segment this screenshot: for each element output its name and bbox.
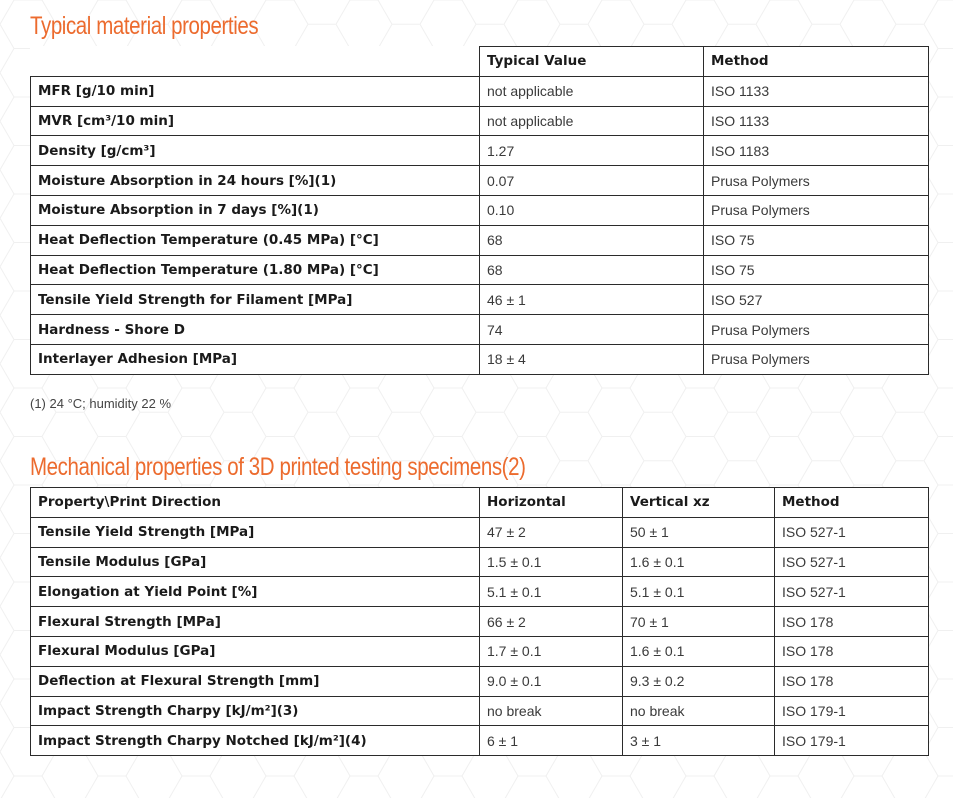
horizontal-value-cell: no break [479,695,623,727]
table-header-row: Property\Print Direction Horizontal Vert… [30,487,929,518]
property-cell: Tensile Yield Strength for Filament [MPa… [30,284,480,316]
section-title-mechanical-properties: Mechanical properties of 3D printed test… [30,453,526,481]
property-cell: Flexural Modulus [GPa] [30,635,480,667]
property-cell: Moisture Absorption in 7 days [%](1) [30,194,480,226]
table-row: MFR [g/10 min] not applicable ISO 1133 [30,75,929,107]
table-row: Heat Deflection Temperature (1.80 MPa) [… [30,254,929,286]
vertical-value-cell: 3 ± 1 [622,725,775,757]
table-row: Moisture Absorption in 7 days [%](1) 0.10… [30,194,929,226]
header-cell-vertical-xz: Vertical xz [622,487,775,518]
mechanical-properties-table: Property\Print Direction Horizontal Vert… [30,487,929,757]
method-cell: Prusa Polymers [703,343,929,375]
table-row: Density [g/cm³] 1.27 ISO 1183 [30,135,929,167]
method-cell: ISO 75 [703,254,929,286]
method-cell: ISO 179-1 [774,725,929,757]
method-cell: ISO 178 [774,606,929,637]
horizontal-value-cell: 66 ± 2 [479,606,623,637]
property-cell: Interlayer Adhesion [MPa] [30,343,480,375]
method-cell: ISO 1133 [703,75,929,107]
property-cell: Impact Strength Charpy Notched [kJ/m²](4… [30,725,480,757]
typical-value-cell: 0.10 [479,194,704,226]
typical-value-cell: 68 [479,254,704,286]
property-cell: Density [g/cm³] [30,135,480,167]
method-cell: ISO 75 [703,224,929,256]
table-row: Flexural Strength [MPa] 66 ± 2 70 ± 1 ISO 1… [30,606,929,637]
table-row: Hardness - Shore D 74 Prusa Polymers [30,314,929,345]
table-header-row: Typical Value Method [30,46,929,77]
header-cell-blank [30,46,480,77]
property-cell: Heat Deflection Temperature (1.80 MPa) [… [30,254,480,286]
material-properties-table: Typical Value Method MFR [g/10 min] not a… [30,46,929,375]
typical-value-cell: 0.07 [479,165,704,196]
method-cell: ISO 179-1 [774,695,929,727]
vertical-value-cell: 5.1 ± 0.1 [622,576,775,608]
horizontal-value-cell: 9.0 ± 0.1 [479,665,623,697]
property-cell: Tensile Yield Strength [MPa] [30,516,480,548]
table-row: Tensile Yield Strength for Filament [MPa… [30,284,929,316]
table-row: Flexural Modulus [GPa] 1.7 ± 0.1 1.6 ± 0.1… [30,635,929,667]
footnote-humidity: (1) 24 °C; humidity 22 % [30,396,172,411]
method-cell: ISO 527 [703,284,929,316]
table-row: MVR [cm³/10 min] not applicable ISO 1133 [30,105,929,137]
table-row: Moisture Absorption in 24 hours [%](1) 0.… [30,165,929,196]
property-cell: Elongation at Yield Point [%] [30,576,480,608]
typical-value-cell: 1.27 [479,135,704,167]
vertical-value-cell: 1.6 ± 0.1 [622,635,775,667]
vertical-value-cell: 50 ± 1 [622,516,775,548]
horizontal-value-cell: 1.5 ± 0.1 [479,546,623,578]
method-cell: ISO 178 [774,635,929,667]
horizontal-value-cell: 5.1 ± 0.1 [479,576,623,608]
table-row: Tensile Yield Strength [MPa] 47 ± 2 50 ± 1… [30,516,929,548]
typical-value-cell: not applicable [479,105,704,137]
table-row: Impact Strength Charpy [kJ/m²](3) no brea… [30,695,929,727]
vertical-value-cell: 1.6 ± 0.1 [622,546,775,578]
method-cell: Prusa Polymers [703,165,929,196]
property-cell: Flexural Strength [MPa] [30,606,480,637]
method-cell: Prusa Polymers [703,194,929,226]
table-row: Elongation at Yield Point [%] 5.1 ± 0.1 5.… [30,576,929,608]
typical-value-cell: 46 ± 1 [479,284,704,316]
table-row: Deflection at Flexural Strength [mm] 9.0 … [30,665,929,697]
header-cell-property-direction: Property\Print Direction [30,487,480,518]
typical-value-cell: 18 ± 4 [479,343,704,375]
method-cell: Prusa Polymers [703,314,929,345]
method-cell: ISO 1133 [703,105,929,137]
horizontal-value-cell: 47 ± 2 [479,516,623,548]
header-cell-typical-value: Typical Value [479,46,704,77]
property-cell: Hardness - Shore D [30,314,480,345]
property-cell: MFR [g/10 min] [30,75,480,107]
header-cell-horizontal: Horizontal [479,487,623,518]
vertical-value-cell: 70 ± 1 [622,606,775,637]
property-cell: Tensile Modulus [GPa] [30,546,480,578]
header-cell-method: Method [774,487,929,518]
method-cell: ISO 527-1 [774,546,929,578]
property-cell: MVR [cm³/10 min] [30,105,480,137]
method-cell: ISO 1183 [703,135,929,167]
typical-value-cell: 68 [479,224,704,256]
header-cell-method: Method [703,46,929,77]
vertical-value-cell: 9.3 ± 0.2 [622,665,775,697]
method-cell: ISO 178 [774,665,929,697]
property-cell: Deflection at Flexural Strength [mm] [30,665,480,697]
horizontal-value-cell: 1.7 ± 0.1 [479,635,623,667]
table-row: Tensile Modulus [GPa] 1.5 ± 0.1 1.6 ± 0.1 I… [30,546,929,578]
horizontal-value-cell: 6 ± 1 [479,725,623,757]
table-row: Heat Deflection Temperature (0.45 MPa) [… [30,224,929,256]
section-title-material-properties: Typical material properties [30,12,259,40]
table-row: Impact Strength Charpy Notched [kJ/m²](4… [30,725,929,757]
typical-value-cell: not applicable [479,75,704,107]
table-row: Interlayer Adhesion [MPa] 18 ± 4 Prusa Pol… [30,343,929,375]
property-cell: Heat Deflection Temperature (0.45 MPa) [… [30,224,480,256]
method-cell: ISO 527-1 [774,516,929,548]
property-cell: Impact Strength Charpy [kJ/m²](3) [30,695,480,727]
method-cell: ISO 527-1 [774,576,929,608]
typical-value-cell: 74 [479,314,704,345]
vertical-value-cell: no break [622,695,775,727]
property-cell: Moisture Absorption in 24 hours [%](1) [30,165,480,196]
